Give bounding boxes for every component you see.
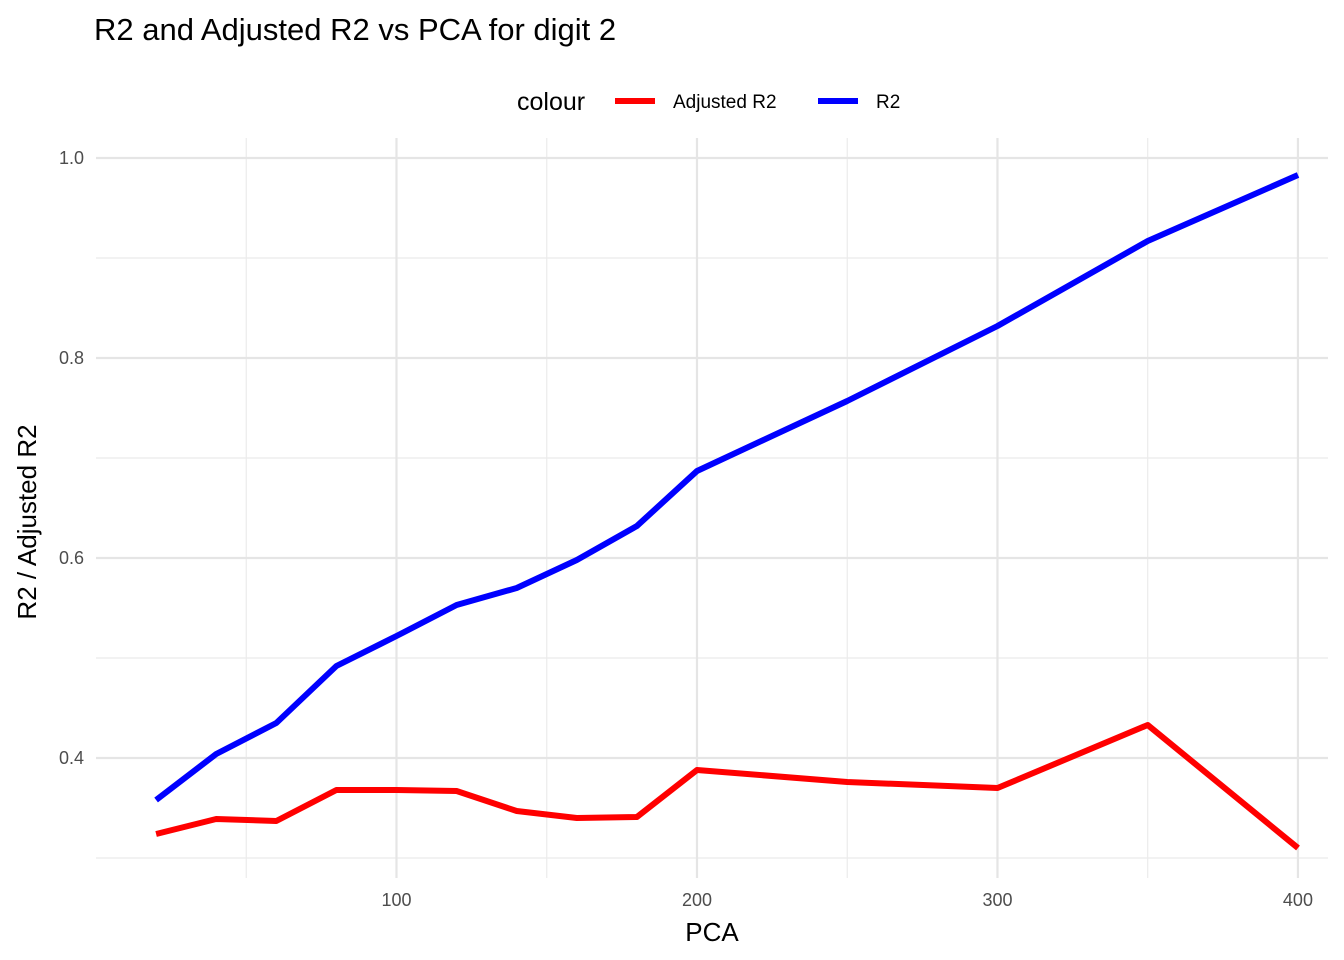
- legend-label-adjusted-r2: Adjusted R2: [673, 92, 777, 113]
- x-tick-label: 100: [381, 890, 411, 910]
- y-tick-labels: 0.4 0.6 0.8 1.0: [59, 148, 84, 768]
- legend-label-r2: R2: [876, 92, 900, 113]
- legend-title: colour: [517, 88, 585, 116]
- x-tick-label: 300: [982, 890, 1012, 910]
- series-line-adjusted-r2: [155, 722, 1300, 851]
- y-axis-title: R2 / Adjusted R2: [12, 424, 42, 619]
- y-tick-label: 0.8: [59, 348, 84, 368]
- series-lines: [154, 172, 1300, 851]
- grid: [96, 138, 1328, 878]
- chart-title: R2 and Adjusted R2 vs PCA for digit 2: [94, 12, 616, 47]
- x-tick-label: 200: [682, 890, 712, 910]
- y-tick-label: 1.0: [59, 148, 84, 168]
- y-tick-label: 0.4: [59, 748, 84, 768]
- x-tick-labels: 100 200 300 400: [381, 890, 1313, 910]
- y-tick-label: 0.6: [59, 548, 84, 568]
- series-line-r2: [154, 172, 1300, 803]
- x-tick-label: 400: [1283, 890, 1313, 910]
- legend: colour Adjusted R2 R2: [517, 88, 900, 116]
- x-axis-title: PCA: [685, 917, 739, 947]
